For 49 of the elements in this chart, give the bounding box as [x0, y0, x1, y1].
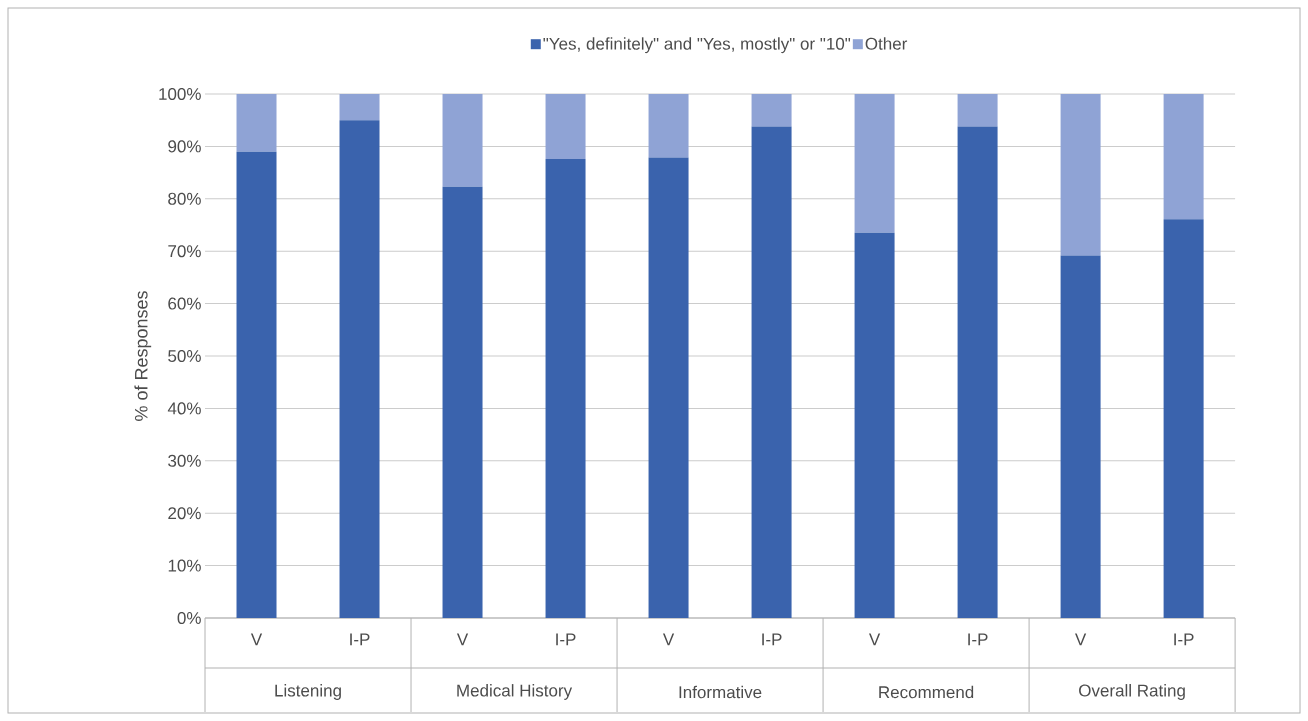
y-tick-label: 20%: [168, 507, 201, 520]
bar: [545, 93, 586, 159]
x-tick-label: I-P: [556, 633, 576, 646]
bar: [1060, 93, 1101, 256]
text: Recommend: [879, 685, 974, 699]
bar: [442, 93, 483, 187]
bar: [854, 232, 895, 618]
bar: [545, 158, 586, 618]
bar: [751, 93, 792, 127]
bar: [1163, 219, 1204, 618]
legend-label: Other: [865, 37, 908, 50]
bar: [1060, 255, 1101, 618]
bar: [1163, 93, 1204, 220]
x-tick-label: I-P: [968, 633, 988, 646]
bar: [648, 93, 689, 158]
bar: [442, 186, 483, 618]
x-tick-label: I-P: [1174, 633, 1194, 646]
y-tick-label: 10%: [168, 559, 201, 572]
bar: [339, 93, 380, 121]
text: Medical History: [457, 684, 573, 700]
bar: [957, 93, 998, 127]
bar: [236, 93, 277, 152]
y-tick-label: 90%: [168, 140, 201, 153]
bar: [339, 120, 380, 618]
text: Informative: [679, 685, 762, 699]
x-tick-label: I-P: [762, 633, 782, 646]
text: Overall Rating: [1079, 684, 1185, 700]
bar: [648, 157, 689, 618]
bar: [957, 126, 998, 618]
y-tick-label: 30%: [168, 454, 201, 467]
x-tick-label: V: [456, 633, 469, 646]
legend-label: "Yes, definitely" and "Yes, mostly" or "10": [543, 37, 851, 54]
bar: [236, 151, 277, 618]
y-tick-label: 70%: [168, 245, 201, 258]
x-tick-label: V: [1075, 633, 1087, 646]
y-tick-label: 100%: [159, 87, 201, 101]
bar: [751, 126, 792, 618]
y-tick-label: 40%: [167, 402, 201, 415]
x-tick-label: V: [662, 633, 675, 646]
bar: [854, 93, 895, 233]
x-tick-label: V: [868, 633, 881, 646]
x-tick-label: V: [250, 633, 263, 646]
y-tick-label: 60%: [168, 297, 201, 310]
x-tick-label: I-P: [350, 633, 370, 646]
y-tick-label: 0%: [177, 611, 201, 625]
y-axis-title: % of Responses: [134, 291, 152, 421]
y-tick-label: 80%: [168, 192, 201, 205]
text: Listening: [275, 684, 341, 700]
y-tick-label: 50%: [168, 349, 201, 363]
